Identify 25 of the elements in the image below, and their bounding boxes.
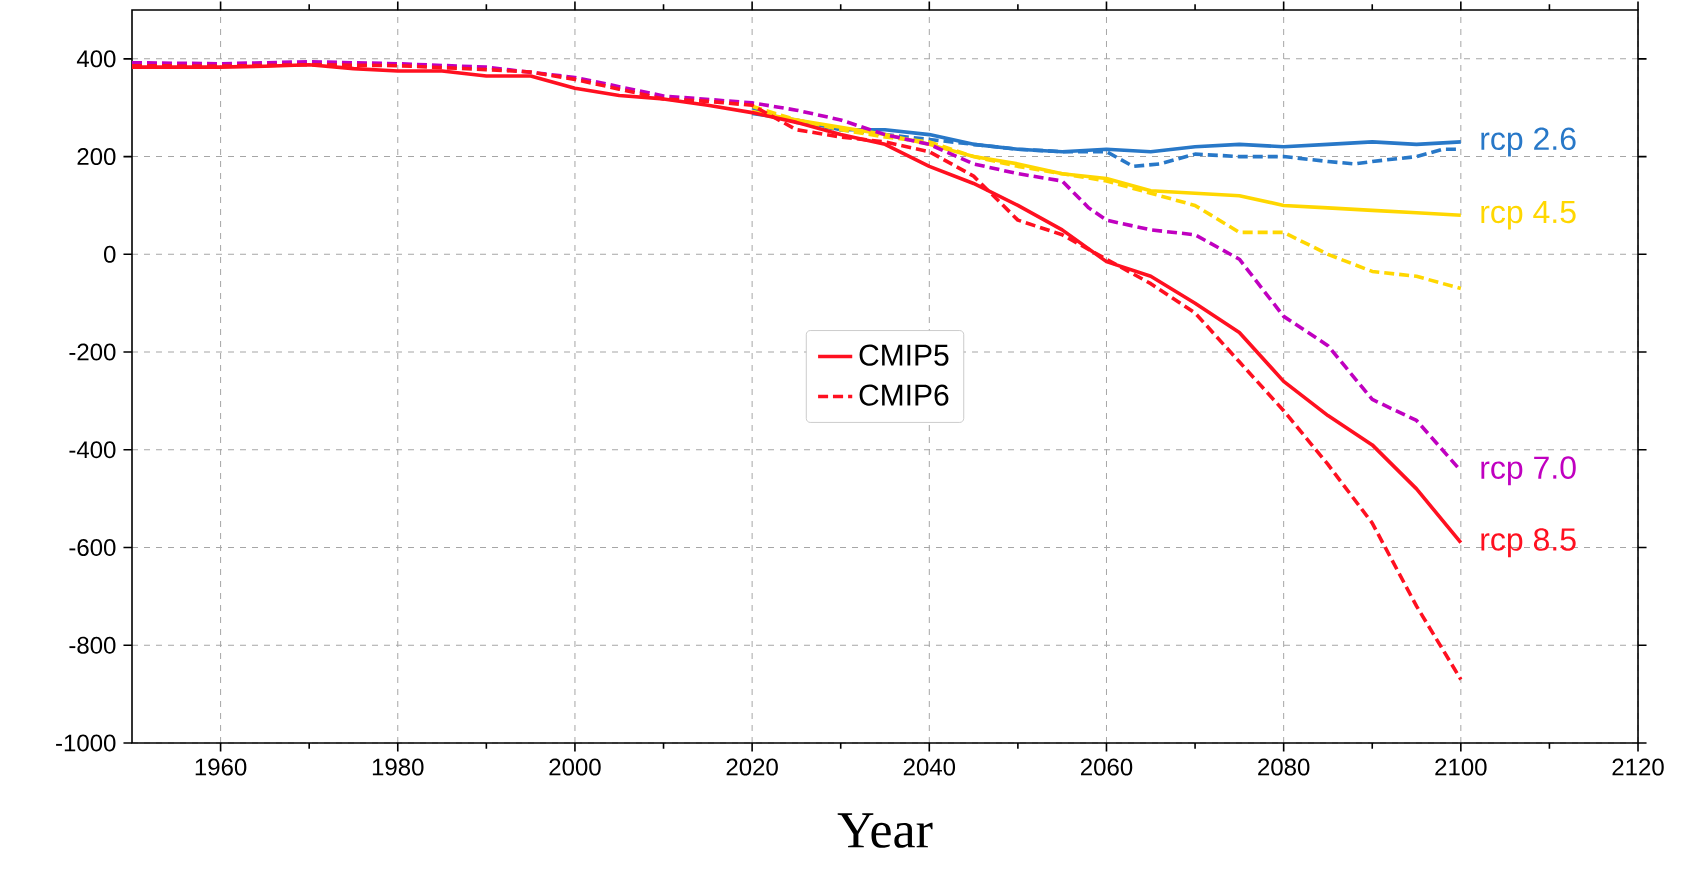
y-tick-label: 200 — [77, 148, 116, 166]
y-tick-label: -1000 — [56, 734, 116, 752]
x-tick-label: 2080 — [1258, 758, 1310, 776]
x-tick-label: 2020 — [726, 758, 778, 776]
annotation: rcp 4.5 — [1481, 200, 1576, 230]
legend-label: CMIP5 — [859, 344, 949, 366]
x-axis-title: Year — [837, 813, 933, 848]
x-tick-label: 1980 — [372, 758, 424, 776]
x-tick-label: 2000 — [549, 758, 601, 776]
line-series — [750, 104, 1463, 291]
y-tick-label: 400 — [76, 50, 116, 68]
y-tick-label: 0 — [104, 245, 116, 263]
y-tick-label: -600 — [69, 539, 116, 556]
y-tick-label: -400 — [69, 441, 116, 459]
x-tick-label: 2100 — [1435, 758, 1487, 776]
x-tick-label: 2060 — [1080, 758, 1133, 776]
annotation: rcp 2.6 — [1481, 127, 1576, 157]
annotation: rcp 7.0 — [1481, 456, 1576, 486]
x-tick-label: 2120 — [1612, 758, 1664, 776]
annotation: rcp 8.5 — [1481, 528, 1576, 558]
x-tick-label: 2040 — [903, 758, 956, 776]
legend-label: CMIP6 — [859, 384, 949, 406]
x-tick-label: 1960 — [195, 758, 247, 776]
y-tick-label: -800 — [69, 636, 116, 654]
y-tick-label: -200 — [69, 343, 116, 361]
